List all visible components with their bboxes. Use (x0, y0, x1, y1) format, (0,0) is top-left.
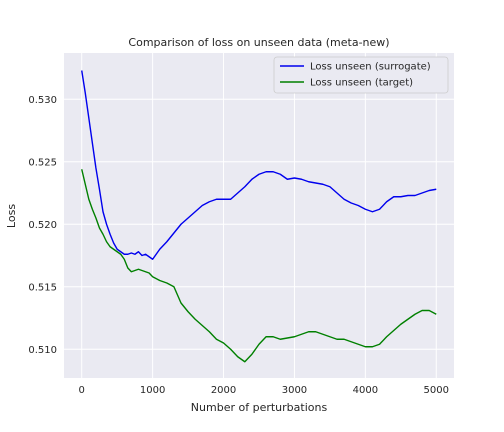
x-tick-label: 2000 (211, 385, 236, 396)
legend-box (273, 56, 449, 94)
legend: Loss unseen (surrogate) Loss unseen (tar… (273, 56, 449, 94)
y-tick-label: 0.525 (28, 157, 57, 168)
y-axis-label: Loss (5, 204, 18, 228)
series-line-target (81, 169, 437, 363)
legend-label-target: Loss unseen (target) (310, 78, 413, 89)
x-tick-label: 5000 (424, 385, 449, 396)
y-axis-ticks: 0.510 0.515 0.520 0.525 0.530 (28, 95, 57, 356)
x-tick-label: 3000 (282, 385, 307, 396)
series-line-surrogate (81, 70, 437, 260)
x-tick-label: 4000 (353, 385, 378, 396)
x-tick-label: 0 (79, 385, 85, 396)
y-tick-label: 0.520 (28, 220, 57, 231)
x-axis-label: Number of perturbations (191, 401, 328, 414)
grid-lines (64, 53, 454, 378)
x-tick-label: 1000 (140, 385, 165, 396)
series-lines (81, 70, 437, 363)
plot-area (64, 53, 454, 378)
y-tick-label: 0.515 (28, 282, 57, 293)
y-tick-label: 0.510 (28, 345, 57, 356)
x-axis-ticks: 0 1000 2000 3000 4000 5000 (79, 385, 449, 396)
chart-title: Comparison of loss on unseen data (meta-… (128, 36, 389, 49)
legend-label-surrogate: Loss unseen (surrogate) (310, 62, 431, 73)
y-tick-label: 0.530 (28, 95, 57, 106)
